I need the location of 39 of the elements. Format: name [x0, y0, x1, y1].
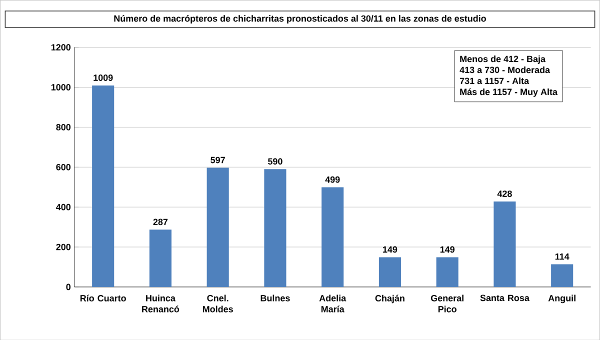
bar	[264, 168, 286, 287]
x-tick-label: Chaján	[375, 294, 404, 304]
y-tick-label: 600	[56, 164, 71, 170]
bar	[322, 187, 344, 287]
data-label: 597	[210, 156, 225, 164]
y-tick-label: 1200	[51, 44, 71, 50]
bar	[436, 257, 458, 287]
y-tick-label: 800	[56, 124, 71, 130]
x-tick-label: Huinca Renancó	[142, 294, 180, 312]
annotation: Más de 1157 - Muy Alta	[460, 88, 558, 97]
data-label: 114	[555, 253, 570, 260]
bar	[494, 201, 516, 287]
y-tick-label: 200	[56, 244, 71, 250]
y-tick-label: 400	[56, 204, 71, 210]
data-label: 1009	[94, 74, 113, 81]
x-tick-label: Cnel. Moldes	[202, 294, 233, 312]
x-tick-label: Adelia María	[319, 294, 346, 312]
x-tick-label: Bulnes	[260, 294, 290, 302]
bar	[206, 168, 229, 287]
annotation: 413 a 730 - Moderada	[460, 66, 550, 73]
data-label: 287	[153, 218, 168, 225]
y-tick-label: 0	[66, 284, 71, 290]
bar	[551, 264, 574, 287]
x-tick-label: Santa Rosa	[480, 294, 530, 301]
data-label: 428	[497, 190, 512, 197]
bar	[92, 85, 114, 287]
annotation: 731 a 1157 - Alta	[460, 77, 530, 84]
x-tick-label: General Pico	[430, 294, 464, 312]
y-tick-label: 1000	[51, 84, 71, 90]
data-label: 149	[383, 246, 398, 253]
data-label: 149	[440, 246, 455, 253]
data-label: 590	[268, 158, 282, 164]
x-tick-label: Anguil	[548, 294, 576, 304]
data-label: 499	[325, 176, 340, 183]
chart-title: Número de macrópteros de chicharritas pronosticados al 30/11 en las zonas de estudio	[114, 14, 486, 24]
bar	[149, 230, 172, 287]
annotation: Menos de 412 - Baja	[460, 55, 546, 64]
bar	[378, 257, 401, 287]
x-tick-label: Río Cuarto	[80, 294, 126, 302]
